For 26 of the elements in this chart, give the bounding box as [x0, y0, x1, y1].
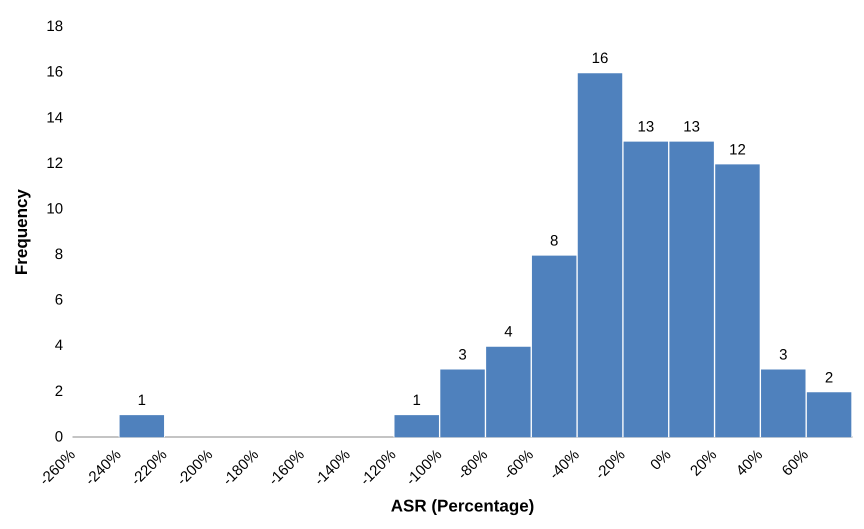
y-tick-label: 16: [46, 64, 64, 81]
data-label: 2: [824, 369, 834, 386]
x-tick-label: 40%: [732, 446, 766, 480]
y-tick-label: 14: [46, 109, 64, 126]
y-axis-title: Frequency: [12, 188, 31, 276]
x-tick-label: 0%: [647, 446, 674, 474]
data-label: 1: [412, 392, 421, 410]
y-tick-label: 0: [54, 428, 64, 446]
data-label: 8: [550, 232, 558, 250]
x-tick-label: 60%: [778, 446, 812, 480]
data-label: 3: [458, 346, 467, 364]
y-tick-label: 8: [54, 246, 64, 264]
y-tick-label: 10: [46, 200, 64, 218]
data-label: 4: [504, 324, 513, 341]
data-label: 16: [592, 50, 608, 68]
data-label: 13: [683, 118, 700, 136]
y-tick-label: 12: [46, 154, 64, 172]
data-label: 12: [729, 141, 746, 158]
y-tick-label: 2: [54, 382, 64, 400]
data-label: 13: [637, 118, 654, 136]
y-tick-label: 6: [54, 292, 64, 309]
data-label: 3: [779, 346, 788, 364]
data-label: 1: [138, 392, 146, 410]
y-tick-label: 18: [46, 18, 64, 36]
x-axis-title: ASR (Percentage): [390, 496, 534, 516]
y-tick-label: 4: [54, 337, 64, 354]
